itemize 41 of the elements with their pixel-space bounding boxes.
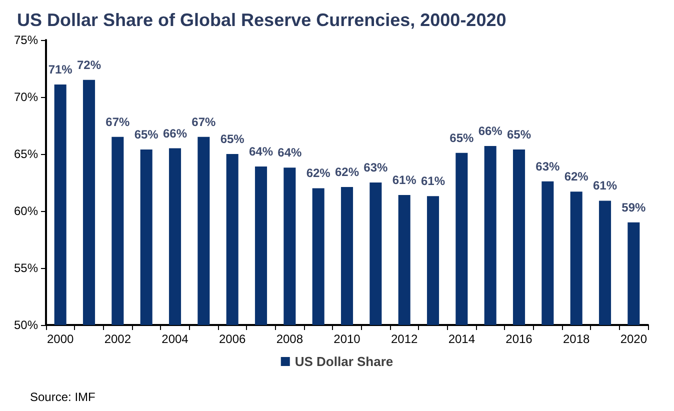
y-tick-label: 55%	[14, 261, 38, 275]
data-label: 62%	[306, 166, 331, 180]
data-label: 66%	[162, 126, 188, 140]
data-label: 71%	[48, 62, 73, 76]
data-label: 64%	[278, 146, 302, 160]
chart-title: US Dollar Share of Global Reserve Currencies, 2000-2020	[17, 10, 506, 30]
x-tick-label: 2010	[334, 332, 361, 346]
x-tick-label: 2016	[506, 332, 533, 346]
data-label: 61%	[592, 178, 618, 193]
data-label: 65%	[134, 127, 159, 142]
legend-label: US Dollar Share	[294, 354, 394, 369]
x-tick-label: 2014	[448, 332, 476, 346]
x-tick-label: 2020	[620, 332, 648, 346]
x-tick-label: 2018	[562, 332, 590, 346]
y-tick-label: 50%	[14, 318, 38, 332]
data-label: 72%	[76, 58, 102, 72]
data-label: 61%	[392, 173, 417, 188]
y-tick-label: 75%	[14, 33, 38, 47]
x-tick-label: 2012	[390, 332, 418, 346]
data-label: 62%	[564, 170, 589, 184]
x-tick-label: 2008	[276, 332, 304, 346]
x-tick-label: 2002	[104, 332, 132, 346]
y-tick-label: 65%	[14, 147, 38, 161]
data-label: 62%	[334, 165, 360, 180]
source-note: Source: IMF	[30, 390, 96, 404]
y-tick-label: 70%	[14, 90, 38, 104]
x-tick-label: 2000	[46, 332, 74, 346]
data-label: 65%	[220, 132, 245, 146]
data-label: 61%	[420, 174, 446, 188]
data-label: 66%	[478, 124, 503, 138]
y-tick-label: 60%	[14, 204, 38, 218]
data-label: 65%	[450, 130, 474, 145]
data-label: 64%	[248, 144, 274, 159]
data-label: 59%	[622, 200, 646, 214]
x-tick-label: 2006	[218, 332, 246, 346]
data-label: 67%	[192, 114, 216, 129]
data-label: 63%	[364, 160, 388, 174]
data-label: 67%	[106, 114, 130, 129]
x-tick-label: 2004	[162, 332, 189, 346]
data-label: 65%	[506, 127, 532, 142]
data-label: 63%	[536, 159, 560, 174]
